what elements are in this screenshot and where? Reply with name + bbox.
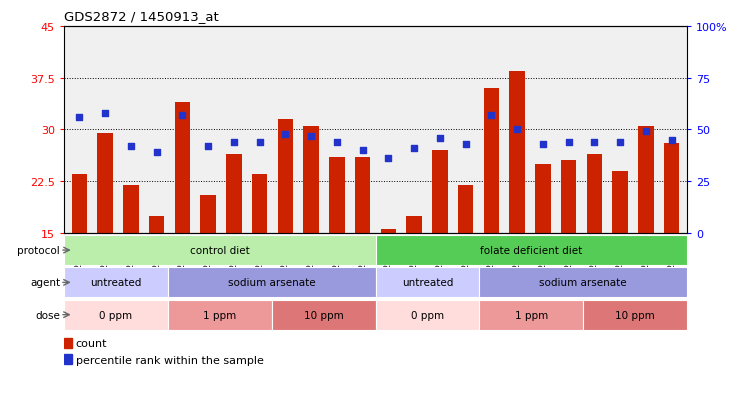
Bar [587, 154, 602, 233]
Bar [226, 154, 242, 233]
Bar [252, 175, 267, 233]
Point [74, 114, 86, 121]
Text: 1 ppm: 1 ppm [514, 310, 548, 320]
Point [511, 127, 523, 133]
Bar [376, 268, 479, 298]
Bar [381, 230, 396, 233]
Point [176, 112, 189, 119]
Text: 10 ppm: 10 ppm [615, 310, 655, 320]
Bar [272, 300, 376, 330]
Bar [376, 235, 687, 266]
Point [640, 129, 652, 135]
Text: untreated: untreated [402, 278, 453, 288]
Text: untreated: untreated [90, 278, 141, 288]
Point [331, 139, 343, 146]
Text: sodium arsenate: sodium arsenate [539, 278, 627, 288]
Point [357, 147, 369, 154]
Point [589, 139, 601, 146]
Text: percentile rank within the sample: percentile rank within the sample [76, 355, 264, 365]
Point [434, 135, 446, 142]
Point [614, 139, 626, 146]
Text: 0 ppm: 0 ppm [411, 310, 444, 320]
Bar [355, 158, 370, 233]
Bar [664, 144, 680, 233]
Bar [64, 300, 167, 330]
Bar [613, 171, 628, 233]
Point [202, 143, 214, 150]
Text: control diet: control diet [190, 245, 249, 256]
Text: count: count [76, 338, 107, 348]
Point [125, 143, 137, 150]
Point [408, 145, 420, 152]
Bar [278, 120, 293, 233]
Text: 0 ppm: 0 ppm [99, 310, 132, 320]
Bar [432, 151, 448, 233]
Point [305, 133, 317, 140]
Text: 10 ppm: 10 ppm [303, 310, 343, 320]
Point [279, 131, 291, 138]
Bar [71, 175, 87, 233]
Text: GDS2872 / 1450913_at: GDS2872 / 1450913_at [64, 10, 219, 23]
Bar [201, 195, 216, 233]
Bar [376, 300, 479, 330]
Text: protocol: protocol [17, 245, 60, 256]
Bar [458, 185, 473, 233]
Bar [123, 185, 138, 233]
Text: folate deficient diet: folate deficient diet [480, 245, 583, 256]
Bar [638, 127, 653, 233]
Bar [149, 216, 164, 233]
Point [460, 141, 472, 148]
Point [537, 141, 549, 148]
Point [99, 110, 111, 117]
Point [150, 150, 162, 156]
Bar [406, 216, 422, 233]
Point [382, 156, 394, 162]
Point [254, 139, 266, 146]
Bar [509, 71, 525, 233]
Point [562, 139, 575, 146]
Bar [484, 89, 499, 233]
Bar [479, 300, 584, 330]
Text: 1 ppm: 1 ppm [203, 310, 237, 320]
Text: sodium arsenate: sodium arsenate [228, 278, 315, 288]
Bar [303, 127, 319, 233]
Text: agent: agent [30, 278, 60, 288]
Bar [561, 161, 577, 233]
Point [485, 112, 497, 119]
Text: dose: dose [35, 310, 60, 320]
Point [665, 137, 677, 144]
Bar [174, 102, 190, 233]
Bar [64, 268, 167, 298]
Bar [98, 133, 113, 233]
Bar [584, 300, 687, 330]
Bar [64, 338, 72, 348]
Bar [479, 268, 687, 298]
Bar [535, 164, 550, 233]
Bar [329, 158, 345, 233]
Bar [64, 235, 376, 266]
Bar [167, 300, 272, 330]
Point [228, 139, 240, 146]
Bar [167, 268, 376, 298]
Bar [64, 355, 72, 365]
